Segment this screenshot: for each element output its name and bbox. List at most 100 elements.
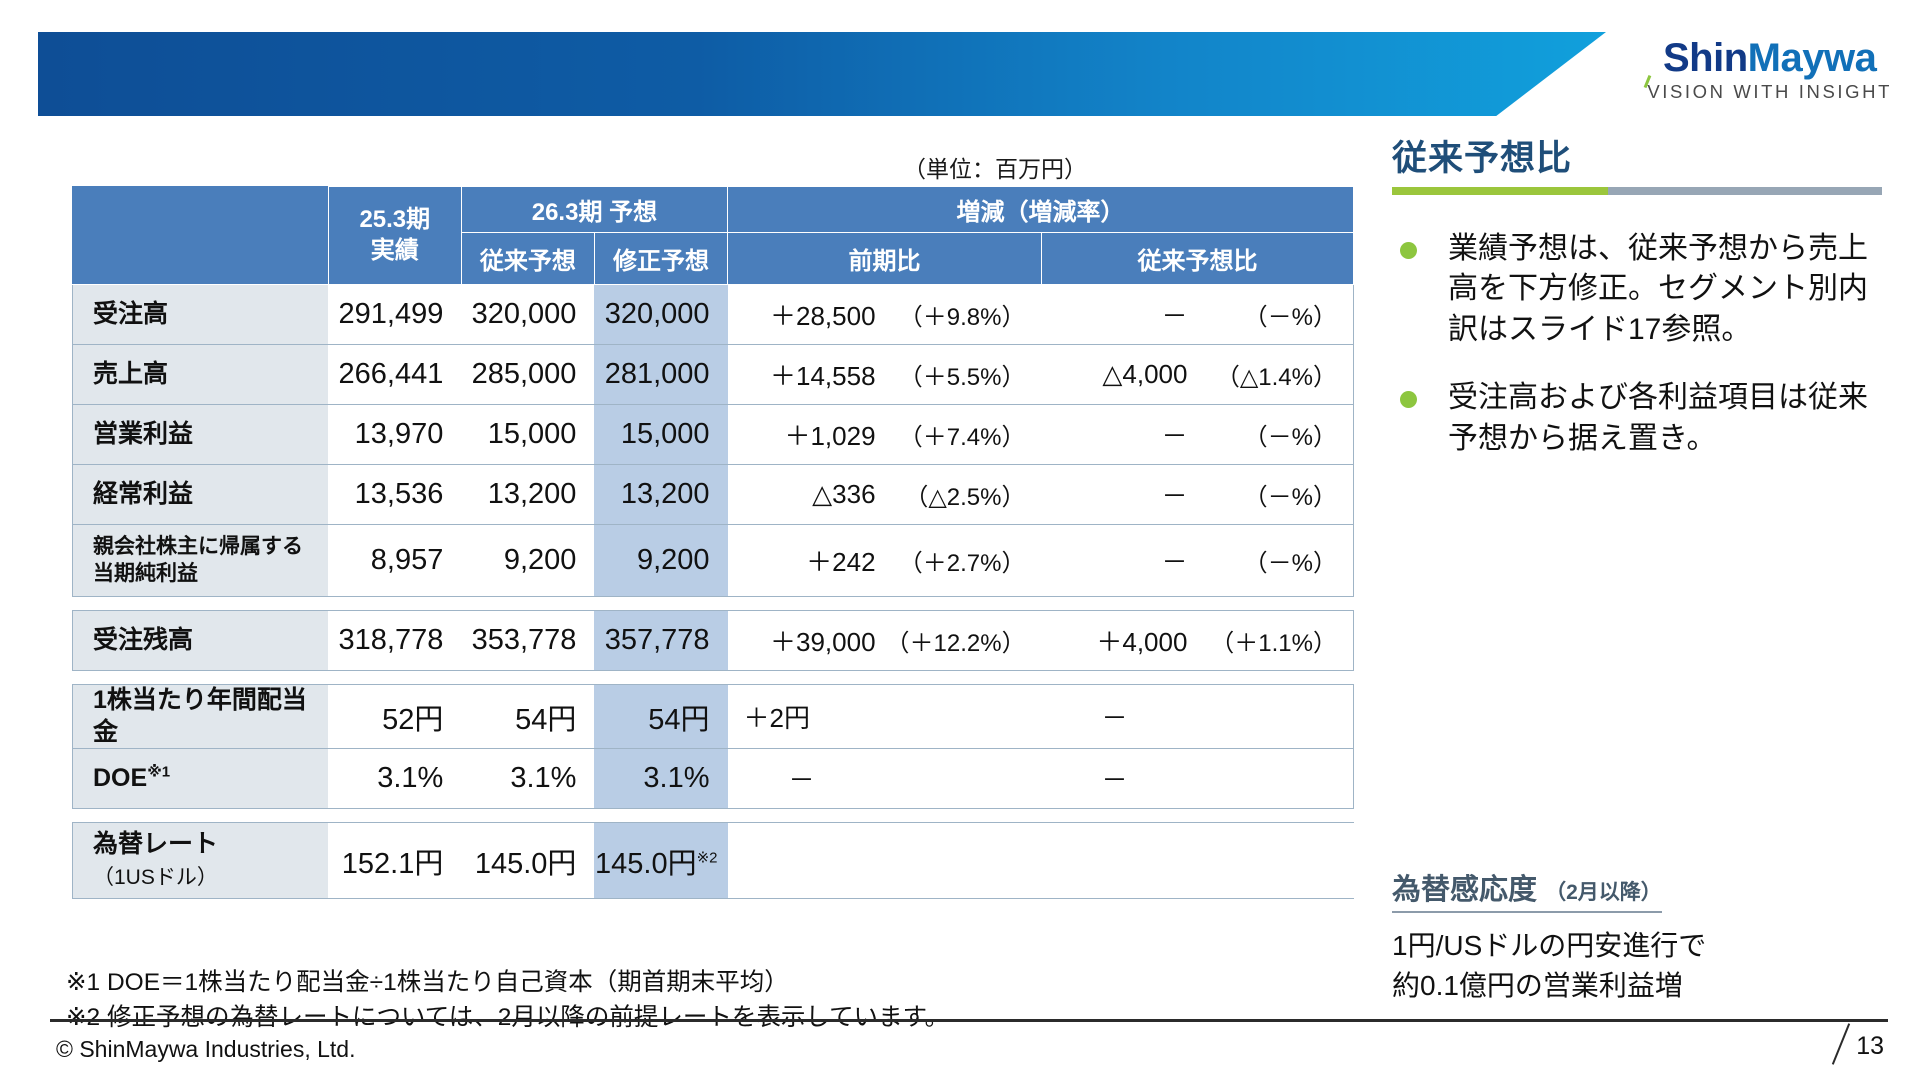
bullet-dot-icon <box>1400 241 1417 259</box>
bullet-dot-icon <box>1400 391 1417 408</box>
list-item-text: 業績予想は、従来予想から売上高を下方修正。セグメント別内訳はスライド17参照。 <box>1448 231 1868 346</box>
cell-vsprev-pct: （－%） <box>1197 464 1355 525</box>
cell-vsprev-value: － <box>1041 464 1198 525</box>
cell-revised-forecast-value: 145.0円 <box>595 847 697 880</box>
table-header: 25.3期 実績 26.3期 予想 増減（増減率） 従来予想 修正予想 前期比 … <box>72 186 1354 285</box>
cell-revised-forecast: 54円 <box>594 684 728 749</box>
header-group-forecast: 26.3期 予想 <box>460 186 729 233</box>
logo-shin: Shin <box>1662 36 1748 80</box>
table-body: 受注高 291,499 320,000 320,000 ＋28,500 （＋9.… <box>72 284 1355 899</box>
cell-vsprev-value: － <box>1041 748 1198 809</box>
cell-vsprev-pct <box>1197 748 1355 809</box>
table-row: 経常利益 13,536 13,200 13,200 △336 （△2.5%） －… <box>72 464 1355 525</box>
cell-previous-forecast: 9,200 <box>461 524 595 597</box>
row-label-line2: 当期純利益 <box>93 561 198 585</box>
fx-sensitivity-title: 為替感応度 <box>1392 874 1538 906</box>
cell-previous-forecast: 13,200 <box>461 464 595 525</box>
table-row: 為替レート （1USドル） 152.1円 145.0円 145.0円※2 <box>72 822 1354 899</box>
table-row: 営業利益 13,970 15,000 15,000 ＋1,029 （＋7.4%）… <box>72 404 1355 465</box>
header-group-change: 増減（増減率） <box>727 186 1354 233</box>
footnotes: ※1 DOE＝1株当たり配当金÷1株当たり自己資本（期首期末平均） ※2 修正予… <box>66 966 949 1036</box>
fx-sensitivity-block: 為替感応度 （2月以降） 1円/USドルの円安進行で 約0.1億円の営業利益増 <box>1392 866 1892 1006</box>
list-item: 受注高および各利益項目は従来予想から据え置き。 <box>1392 378 1892 459</box>
table-row: 受注高 291,499 320,000 320,000 ＋28,500 （＋9.… <box>72 284 1355 345</box>
company-logo: ShinMaywa VISION WITH INSIGHT <box>1643 36 1892 102</box>
table-row: 1株当たり年間配当金 52円 54円 54円 ＋2円 － <box>72 684 1355 749</box>
cell-yoy-pct: （＋9.8%） <box>885 284 1042 345</box>
cell-yoy-pct: （△2.5%） <box>885 464 1042 525</box>
header-previous-forecast: 従来予想 <box>460 232 595 285</box>
logo-maywa: Maywa <box>1747 36 1877 80</box>
cell-yoy-pct: （＋7.4%） <box>885 404 1042 465</box>
cell-vsprev-value: ＋4,000 <box>1041 610 1198 671</box>
side-panel: 従来予想比 業績予想は、従来予想から売上高を下方修正。セグメント別内訳はスライド… <box>1392 139 1892 487</box>
page-number-slash <box>1831 1023 1851 1065</box>
cell-yoy-pct <box>885 684 1042 749</box>
cell-revised-forecast: 9,200 <box>594 524 728 597</box>
table-spacer <box>72 670 1354 685</box>
header-actual-line1: 25.3期 <box>359 205 431 233</box>
cell-yoy-value: ＋14,558 <box>727 344 886 405</box>
cell-yoy-pct: （＋5.5%） <box>885 344 1042 405</box>
row-label: DOE※1 <box>72 748 329 809</box>
header-revised-forecast: 修正予想 <box>593 232 729 285</box>
cell-yoy-value: △336 <box>727 464 886 525</box>
header-item-corner <box>72 186 329 285</box>
cell-yoy-value: ＋39,000 <box>727 610 886 671</box>
table-row: 親会社株主に帰属する 当期純利益 8,957 9,200 9,200 ＋242 … <box>72 524 1355 597</box>
table-row: 売上高 266,441 285,000 281,000 ＋14,558 （＋5.… <box>72 344 1355 405</box>
cell-yoy-pct: （＋12.2%） <box>885 610 1042 671</box>
table-spacer <box>72 596 1354 611</box>
page-number: 13 <box>1856 1032 1884 1060</box>
cell-vsprev-value: △4,000 <box>1041 344 1198 405</box>
cell-previous-forecast: 320,000 <box>461 284 595 345</box>
side-panel-title: 従来予想比 <box>1392 139 1573 178</box>
cell-revised-forecast: 281,000 <box>594 344 728 405</box>
cell-actual: 13,536 <box>328 464 462 525</box>
table-row: 受注残高 318,778 353,778 357,778 ＋39,000 （＋1… <box>72 610 1355 671</box>
row-label: 親会社株主に帰属する 当期純利益 <box>72 524 329 597</box>
list-item-text: 受注高および各利益項目は従来予想から据え置き。 <box>1448 381 1868 455</box>
cell-previous-forecast: 145.0円 <box>461 822 595 899</box>
cell-vsprev-pct <box>1197 684 1355 749</box>
row-label: 受注残高 <box>72 610 329 671</box>
cell-footnote-marker: ※2 <box>696 848 718 866</box>
header-actual: 25.3期 実績 <box>327 186 462 285</box>
header-vs-previous-forecast: 従来予想比 <box>1041 232 1354 285</box>
cell-actual: 318,778 <box>328 610 462 671</box>
cell-actual: 13,970 <box>328 404 462 465</box>
cell-actual: 152.1円 <box>328 822 462 899</box>
cell-vsprev-pct <box>1197 822 1354 899</box>
logo-tagline: VISION WITH INSIGHT <box>1643 75 1892 102</box>
header-actual-line2: 実績 <box>370 236 419 264</box>
cell-previous-forecast: 54円 <box>461 684 595 749</box>
cell-vsprev-pct: （－%） <box>1197 284 1355 345</box>
cell-actual: 3.1% <box>328 748 462 809</box>
cell-revised-forecast: 15,000 <box>594 404 728 465</box>
cell-vsprev-pct: （△1.4%） <box>1197 344 1355 405</box>
cell-actual: 52円 <box>328 684 462 749</box>
cell-actual: 8,957 <box>328 524 462 597</box>
cell-yoy-pct: （＋2.7%） <box>885 524 1042 597</box>
divider-green-segment <box>1392 186 1608 195</box>
cell-vsprev-value: － <box>1041 524 1198 597</box>
row-label-line1: 親会社株主に帰属する <box>93 535 303 559</box>
row-label: 為替レート （1USドル） <box>72 822 329 899</box>
footer-divider <box>50 1019 1888 1022</box>
cell-vsprev-pct: （＋1.1%） <box>1197 610 1355 671</box>
copyright-text: © ShinMaywa Industries, Ltd. <box>56 1036 356 1062</box>
cell-revised-forecast: 145.0円※2 <box>594 822 728 899</box>
row-label: 1株当たり年間配当金 <box>72 684 329 749</box>
cell-yoy-value <box>727 822 886 899</box>
cell-yoy-value: ＋1,029 <box>727 404 886 465</box>
cell-yoy-value: ＋2円 <box>727 684 886 749</box>
fx-sensitivity-subtitle: （2月以降） <box>1545 881 1662 904</box>
list-item: 業績予想は、従来予想から売上高を下方修正。セグメント別内訳はスライド17参照。 <box>1392 229 1892 351</box>
row-label: 売上高 <box>72 344 329 405</box>
cell-previous-forecast: 3.1% <box>461 748 595 809</box>
table-row: DOE※1 3.1% 3.1% 3.1% － － <box>72 748 1355 809</box>
row-label: 経常利益 <box>72 464 329 525</box>
unit-note: （単位：百万円） <box>903 156 1087 182</box>
row-label-text: DOE <box>93 763 148 792</box>
